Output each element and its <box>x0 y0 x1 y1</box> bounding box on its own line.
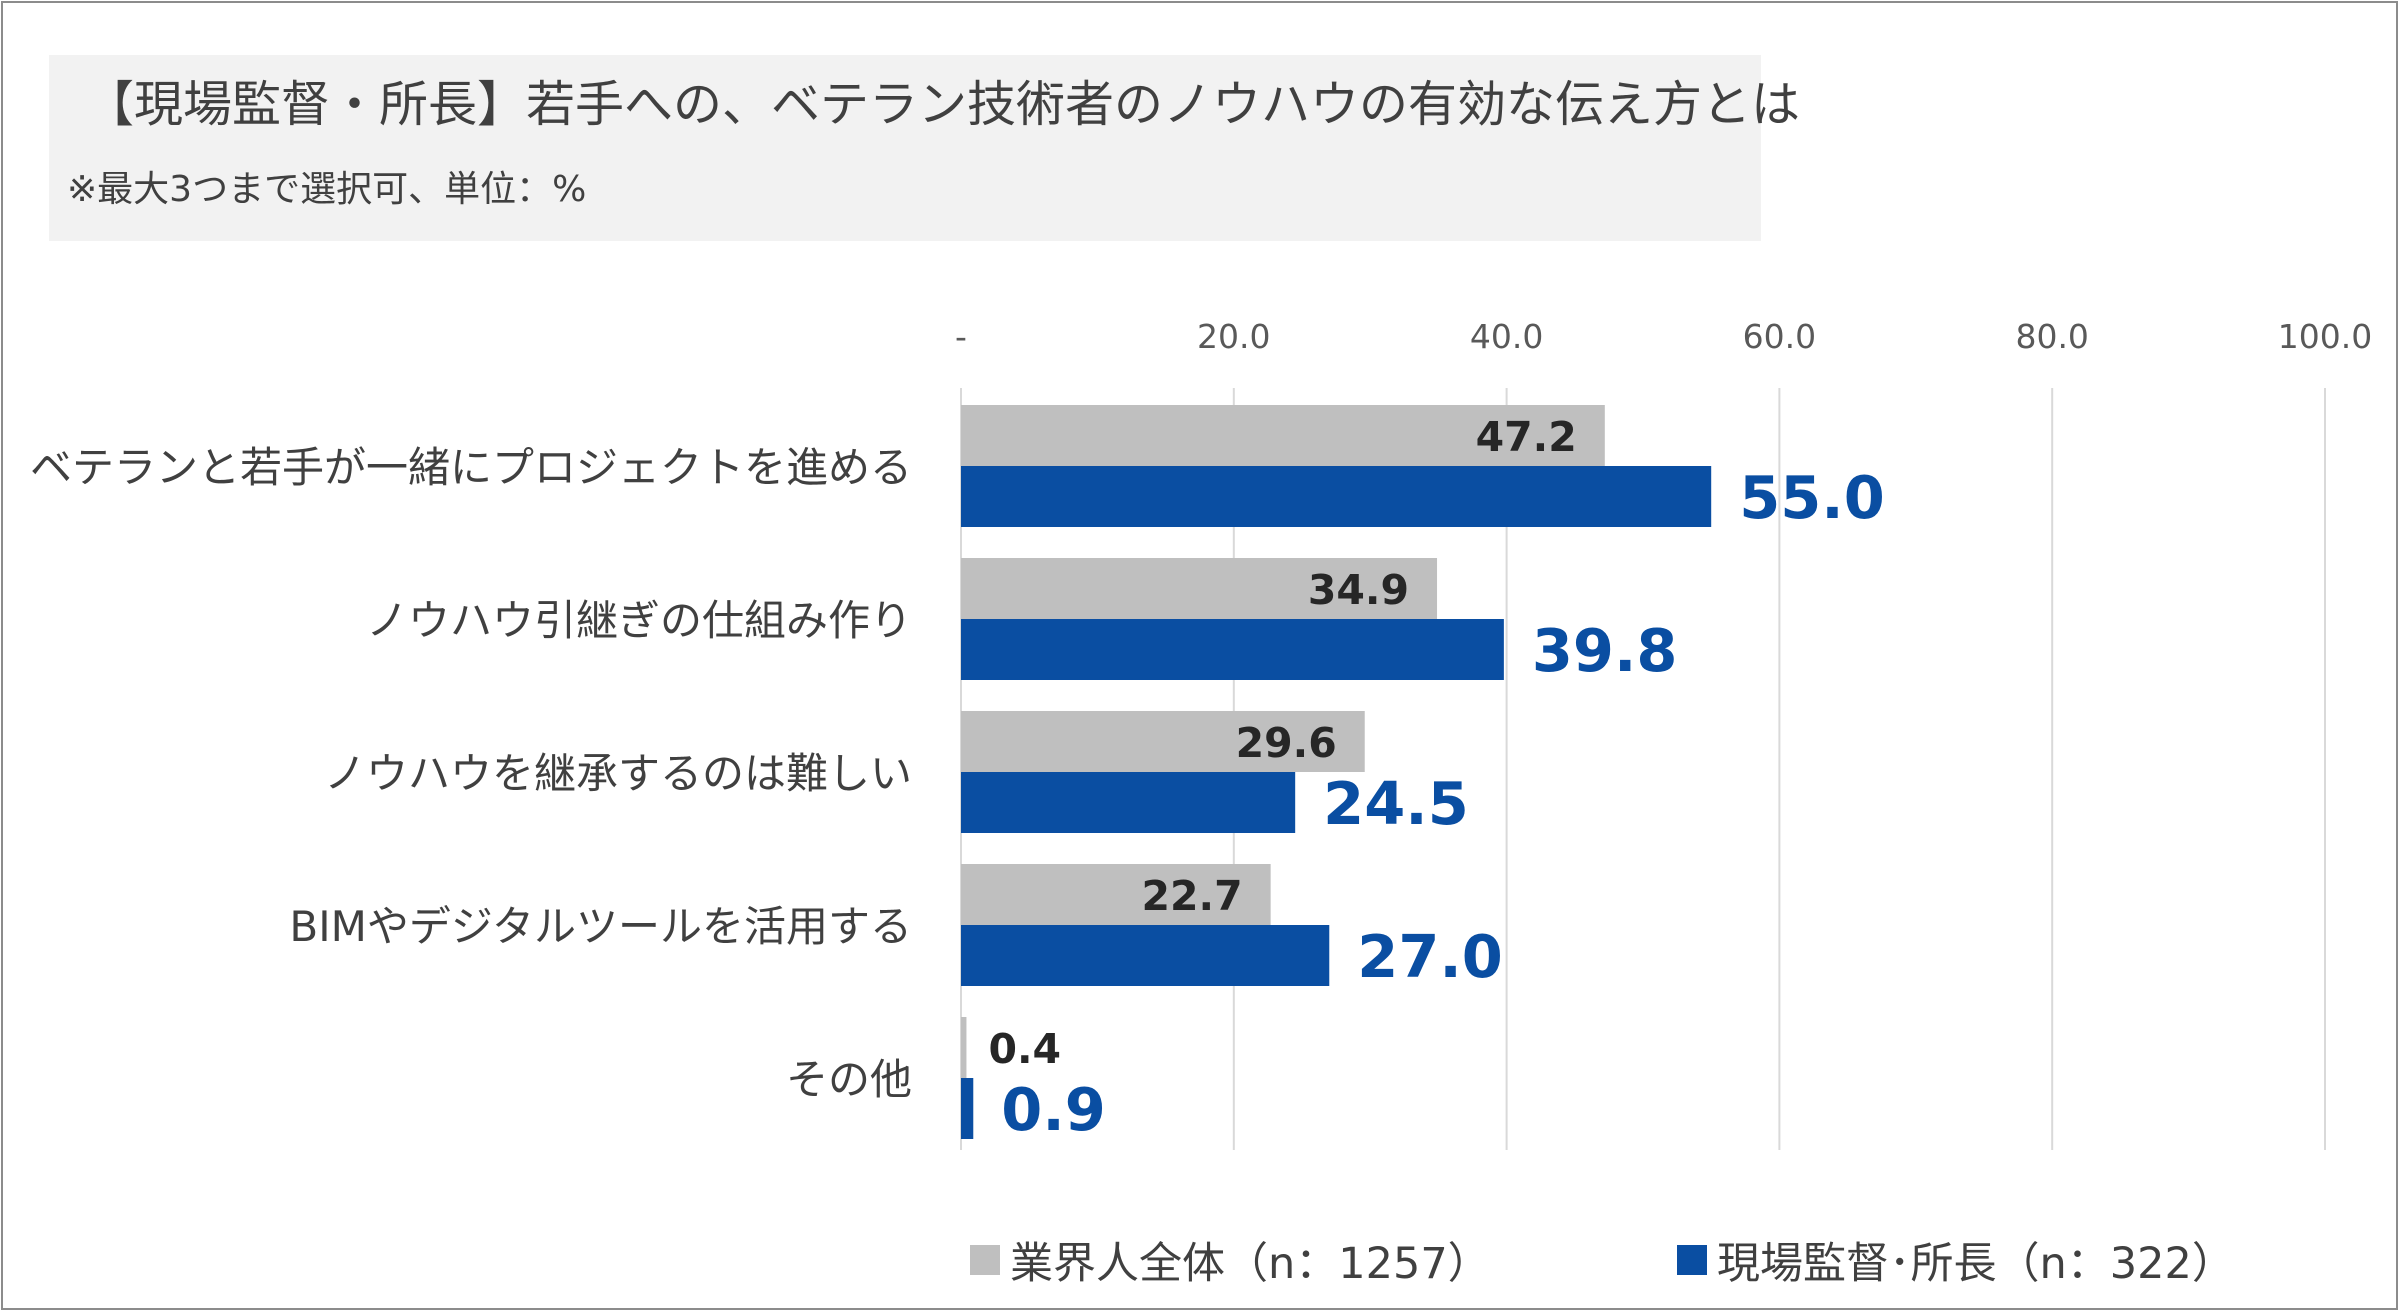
data-label-series1: 34.9 <box>1308 566 1409 614</box>
legend: 業界人全体（n：1257） 現場監督･所長（n：322） <box>0 1225 2401 1295</box>
legend-swatch-series2 <box>1677 1245 1707 1275</box>
category-label: BIMやデジタルツールを活用する <box>289 902 912 951</box>
legend-label-series1: 業界人全体（n：1257） <box>1010 1239 1491 1289</box>
data-labels: 47.2 55.0 34.9 39.8 29.624.5 22.7 27.0 0.40.9 <box>988 413 1884 1144</box>
legend-label-series2: 現場監督･所長（n：322） <box>1717 1239 2235 1289</box>
bar-series1 <box>961 711 1365 772</box>
category-label: ノウハウ引継ぎの仕組み作り <box>366 596 912 645</box>
title-box: 【現場監督・所長】若手への、ベテラン技術者のノウハウの有効な伝え方とは ※最大3… <box>49 55 1800 241</box>
category-labels: ベテランと若手が一緒にプロジェクトを進めるノウハウ引継ぎの仕組み作りノウハウを継… <box>30 443 912 1104</box>
x-axis-ticks: - 20.0 40.0 60.0 80.0 100.0 <box>955 317 2372 356</box>
data-label-series2: 55.0 <box>1739 463 1885 532</box>
bar-series1 <box>961 405 1605 466</box>
category-label: ベテランと若手が一緒にプロジェクトを進める <box>30 443 912 492</box>
legend-item-series1: 業界人全体（n：1257） <box>970 1225 1491 1295</box>
x-tick-label: 100.0 <box>2278 317 2372 356</box>
data-label-series1: 0.4 <box>988 1025 1061 1073</box>
x-tick-label: 80.0 <box>2015 317 2088 356</box>
data-label-series1: 29.6 <box>1236 719 1337 767</box>
data-label-series1: 47.2 <box>1476 413 1577 461</box>
category-label: ノウハウを継承するのは難しい <box>324 749 912 798</box>
x-tick-label: 20.0 <box>1197 317 1270 356</box>
bar-series2 <box>961 925 1330 986</box>
data-label-series2: 27.0 <box>1357 922 1503 991</box>
bars <box>961 405 1712 1139</box>
x-tick-label: 60.0 <box>1743 317 1816 356</box>
bar-series2 <box>961 772 1296 833</box>
bar-series2 <box>961 466 1712 527</box>
data-label-series2: 0.9 <box>1001 1075 1106 1144</box>
bar-series1 <box>961 1017 967 1078</box>
bar-series1 <box>961 864 1271 925</box>
legend-item-series2: 現場監督･所長（n：322） <box>1677 1225 2235 1295</box>
chart-subtitle: ※最大3つまで選択可、単位：% <box>67 169 587 210</box>
bar-series2 <box>961 1078 974 1139</box>
data-label-series1: 22.7 <box>1141 872 1242 920</box>
x-tick-label: - <box>955 317 967 356</box>
bar-series2 <box>961 619 1504 680</box>
data-label-series2: 39.8 <box>1532 616 1678 685</box>
chart-title: 【現場監督・所長】若手への、ベテラン技術者のノウハウの有効な伝え方とは <box>85 76 1801 133</box>
data-label-series2: 24.5 <box>1323 769 1469 838</box>
legend-swatch-series1 <box>970 1245 1000 1275</box>
category-label: その他 <box>786 1055 912 1104</box>
x-tick-label: 40.0 <box>1470 317 1543 356</box>
bar-series1 <box>961 558 1438 619</box>
